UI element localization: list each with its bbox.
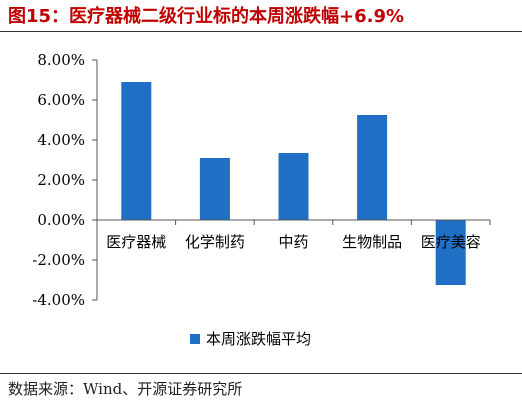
y-tick-label: -2.00% — [32, 251, 85, 269]
y-axis: 8.00% 6.00% 4.00% 2.00% 0.00% -2.00% -4.00% — [32, 51, 97, 309]
y-tick-label: 6.00% — [37, 91, 85, 109]
figure-title: 图15：医疗器械二级行业标的本周涨跌幅+6.9% — [8, 6, 405, 27]
y-tick-label: 2.00% — [37, 171, 85, 189]
legend-swatch — [190, 334, 200, 344]
y-tick-label: 0.00% — [37, 211, 85, 229]
legend: 本周涨跌幅平均 — [190, 330, 311, 348]
x-category-label: 医疗美容 — [421, 233, 481, 251]
x-category-label: 中药 — [278, 233, 308, 251]
x-category-label: 生物制品 — [342, 233, 402, 251]
bar-3 — [357, 115, 388, 220]
y-tick-label: 4.00% — [37, 131, 85, 149]
y-tick-label: 8.00% — [37, 51, 85, 69]
y-tick-label: -4.00% — [32, 291, 85, 309]
legend-label: 本周涨跌幅平均 — [206, 330, 311, 348]
x-axis: 医疗器械 化学制药 中药 生物制品 医疗美容 — [106, 220, 491, 251]
source-note: 数据来源：Wind、开源证券研究所 — [8, 380, 243, 398]
title-divider — [0, 31, 522, 32]
bar-1 — [199, 158, 230, 220]
bar-4 — [435, 220, 466, 285]
x-category-label: 医疗器械 — [106, 233, 166, 251]
bar-series — [121, 82, 466, 285]
bar-2 — [278, 153, 309, 220]
footer-divider — [0, 373, 522, 374]
bar-chart: 8.00% 6.00% 4.00% 2.00% 0.00% -2.00% -4.00% 医疗… — [32, 51, 491, 348]
bar-0 — [121, 82, 152, 220]
x-category-label: 化学制药 — [185, 233, 245, 251]
